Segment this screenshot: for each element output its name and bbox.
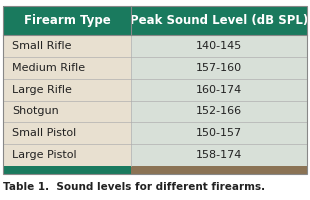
Bar xyxy=(3,166,131,174)
Bar xyxy=(3,6,307,174)
Text: Large Rifle: Large Rifle xyxy=(12,85,72,95)
Text: Shotgun: Shotgun xyxy=(12,106,59,116)
Text: Table 1.  Sound levels for different firearms.: Table 1. Sound levels for different fire… xyxy=(3,182,265,192)
Text: 150-157: 150-157 xyxy=(196,128,242,138)
Bar xyxy=(131,35,307,57)
Text: Medium Rifle: Medium Rifle xyxy=(12,63,86,73)
Text: Small Pistol: Small Pistol xyxy=(12,128,77,138)
Bar xyxy=(3,79,131,100)
Text: Small Rifle: Small Rifle xyxy=(12,41,72,51)
Bar xyxy=(3,57,131,79)
Text: 160-174: 160-174 xyxy=(196,85,242,95)
Bar xyxy=(131,144,307,166)
Bar xyxy=(131,6,307,35)
Text: 152-166: 152-166 xyxy=(196,106,242,116)
Text: Peak Sound Level (dB SPL): Peak Sound Level (dB SPL) xyxy=(130,14,308,27)
Bar xyxy=(131,166,307,174)
Bar xyxy=(3,122,131,144)
Bar xyxy=(3,100,131,122)
Text: 157-160: 157-160 xyxy=(196,63,242,73)
Bar xyxy=(131,100,307,122)
Text: Large Pistol: Large Pistol xyxy=(12,150,77,160)
Bar xyxy=(3,6,131,35)
Bar xyxy=(131,79,307,100)
Text: 158-174: 158-174 xyxy=(196,150,242,160)
Bar xyxy=(3,35,131,57)
Bar xyxy=(131,122,307,144)
Bar xyxy=(3,144,131,166)
Text: 140-145: 140-145 xyxy=(196,41,242,51)
Bar xyxy=(131,57,307,79)
Text: Firearm Type: Firearm Type xyxy=(24,14,110,27)
